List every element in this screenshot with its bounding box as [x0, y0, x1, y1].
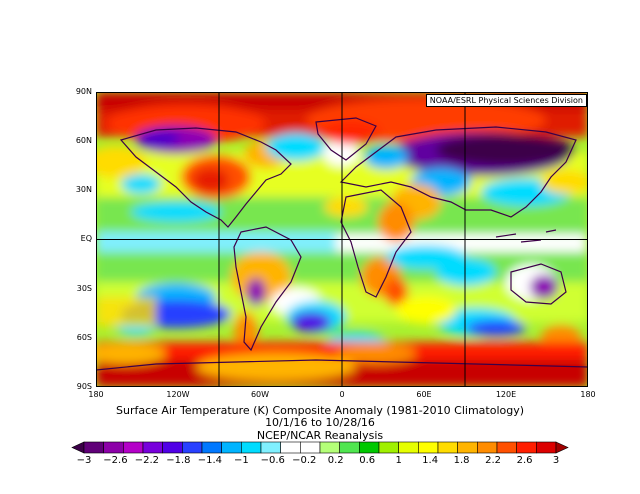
lat-label-90n: 90N — [75, 87, 92, 96]
colorbar-swatch — [516, 441, 537, 454]
colorbar-tick-label: −3 — [76, 455, 92, 466]
lon-label-60e: 60E — [416, 390, 432, 399]
colorbar-tick-label: −1.8 — [166, 455, 191, 466]
colorbar-arrow-high — [555, 441, 569, 454]
colorbar-tick-label: −1.4 — [197, 455, 222, 466]
colorbar-tick-label: −0.2 — [292, 455, 317, 466]
colorbar-tick-label: 1 — [395, 455, 402, 466]
colorbar-swatch — [477, 441, 498, 454]
attribution-label: NOAA/ESRL Physical Sciences Division — [425, 94, 587, 107]
colorbar-swatch — [123, 441, 144, 454]
colorbar-tick-label: −0.6 — [260, 455, 285, 466]
caption-source: NCEP/NCAR Reanalysis — [256, 429, 384, 442]
colorbar-swatch — [201, 441, 222, 454]
colorbar-tick-label: 0.2 — [327, 455, 344, 466]
caption-title: Surface Air Temperature (K) Composite An… — [115, 404, 525, 417]
lat-label-eq: EQ — [80, 234, 92, 243]
colorbar-swatch — [241, 441, 262, 454]
colorbar-tick-label: −2.6 — [103, 455, 128, 466]
lon-label-180e: 180 — [580, 390, 596, 399]
colorbar-swatch — [162, 441, 183, 454]
colorbar-swatch — [280, 441, 301, 454]
grid-lines — [96, 92, 588, 387]
colorbar-swatch — [437, 441, 458, 454]
colorbar-swatch — [536, 441, 557, 454]
lon-label-120w: 120W — [166, 390, 190, 399]
lat-label-30s: 30S — [76, 284, 92, 293]
colorbar-swatch — [221, 441, 242, 454]
colorbar-tick-label: 1.8 — [453, 455, 470, 466]
colorbar-swatch — [418, 441, 439, 454]
lon-label-120e: 120E — [495, 390, 517, 399]
lon-label-60w: 60W — [250, 390, 270, 399]
colorbar-tick-label: −2.2 — [134, 455, 160, 466]
colorbar-tick-label: 3 — [552, 455, 560, 466]
caption-dates: 10/1/16 to 10/28/16 — [265, 416, 375, 429]
colorbar-swatch — [457, 441, 478, 454]
lat-label-60s: 60S — [76, 333, 92, 342]
colorbar-tick-label: 1.4 — [422, 455, 439, 466]
colorbar-swatch — [339, 441, 360, 454]
colorbar-tick-label: 0.6 — [359, 455, 376, 466]
lat-label-60n: 60N — [75, 136, 92, 145]
lon-label-0: 0 — [339, 390, 345, 399]
lat-label-90s: 90S — [76, 382, 92, 391]
lon-label-180w: 180 — [88, 390, 104, 399]
colorbar-swatch — [319, 441, 340, 454]
colorbar-swatch — [182, 441, 203, 454]
colorbar-tick-label: 2.6 — [516, 455, 533, 466]
colorbar-swatch — [83, 441, 104, 454]
colorbar-swatch — [103, 441, 124, 454]
colorbar-swatch — [300, 441, 321, 454]
colorbar-swatch — [398, 441, 419, 454]
colorbar-swatch — [142, 441, 163, 454]
lat-label-30n: 30N — [75, 185, 92, 194]
colorbar-swatch — [496, 441, 517, 454]
colorbar-tick-label: −1 — [233, 455, 249, 466]
colorbar-swatch — [359, 441, 380, 454]
colorbar — [71, 441, 569, 454]
colorbar-tick-label: 2.2 — [485, 455, 502, 466]
map-panel: NOAA/ESRL Physical Sciences Division — [96, 92, 588, 387]
colorbar-swatch — [260, 441, 281, 454]
anomaly-map — [96, 92, 588, 387]
coastlines — [96, 117, 588, 371]
colorbar-arrow-low — [71, 441, 85, 454]
colorbar-swatch — [378, 441, 399, 454]
